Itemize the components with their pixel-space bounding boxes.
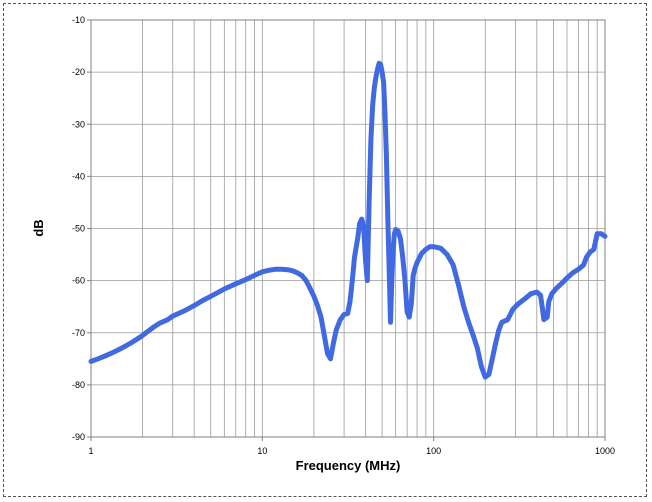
- series-line: [88, 60, 608, 380]
- x-axis-title: Frequency (MHz): [296, 458, 401, 473]
- y-tick-label: -40: [72, 171, 85, 181]
- grid: [91, 20, 605, 437]
- y-tick-label: -20: [72, 67, 85, 77]
- y-tick-label: -30: [72, 119, 85, 129]
- series-layer: [88, 60, 608, 380]
- y-tick-label: -10: [72, 15, 85, 25]
- y-axis-ticks: -10 -20 -30 -40 -50 -60 -70 -80 -90: [72, 15, 91, 442]
- y-axis-title: dB: [31, 219, 46, 236]
- x-tick-label: 10: [257, 446, 267, 456]
- y-tick-label: -70: [72, 328, 85, 338]
- y-tick-label: -90: [72, 432, 85, 442]
- x-tick-label: 100: [426, 446, 441, 456]
- y-tick-label: -60: [72, 276, 85, 286]
- x-axis-ticks: 1 10 100 1000: [88, 437, 615, 456]
- y-tick-label: -50: [72, 224, 85, 234]
- y-tick-label: -80: [72, 380, 85, 390]
- x-tick-label: 1: [88, 446, 93, 456]
- x-tick-label: 1000: [595, 446, 615, 456]
